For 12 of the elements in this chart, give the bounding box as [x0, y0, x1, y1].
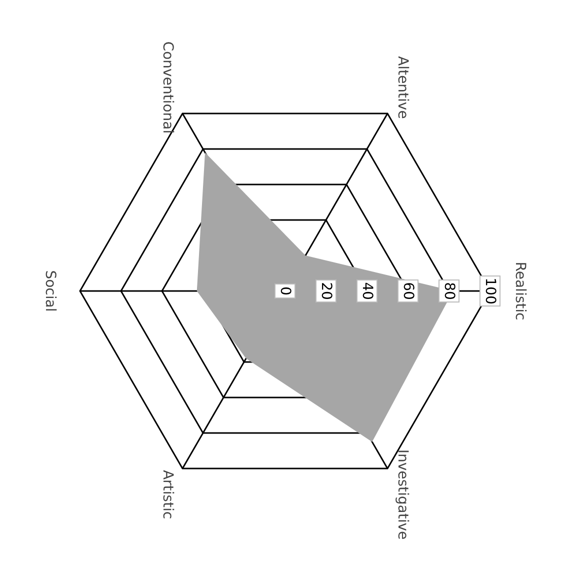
spoke-label: Altentive: [394, 56, 410, 119]
spoke-label: Conventional: [160, 41, 176, 134]
spoke-label: Investigative: [394, 449, 410, 540]
y-tick-label: 100: [482, 278, 498, 304]
spoke-label: Social: [42, 270, 58, 312]
y-tick-label: 60: [400, 282, 416, 300]
y-tick-label: 80: [441, 282, 457, 300]
y-tick-label: 0: [277, 286, 293, 296]
y-tick-label: 20: [318, 282, 334, 300]
y-tick-label: 40: [359, 282, 375, 300]
spoke-label: Realistic: [512, 262, 528, 320]
spoke-label: Artistic: [160, 470, 176, 520]
